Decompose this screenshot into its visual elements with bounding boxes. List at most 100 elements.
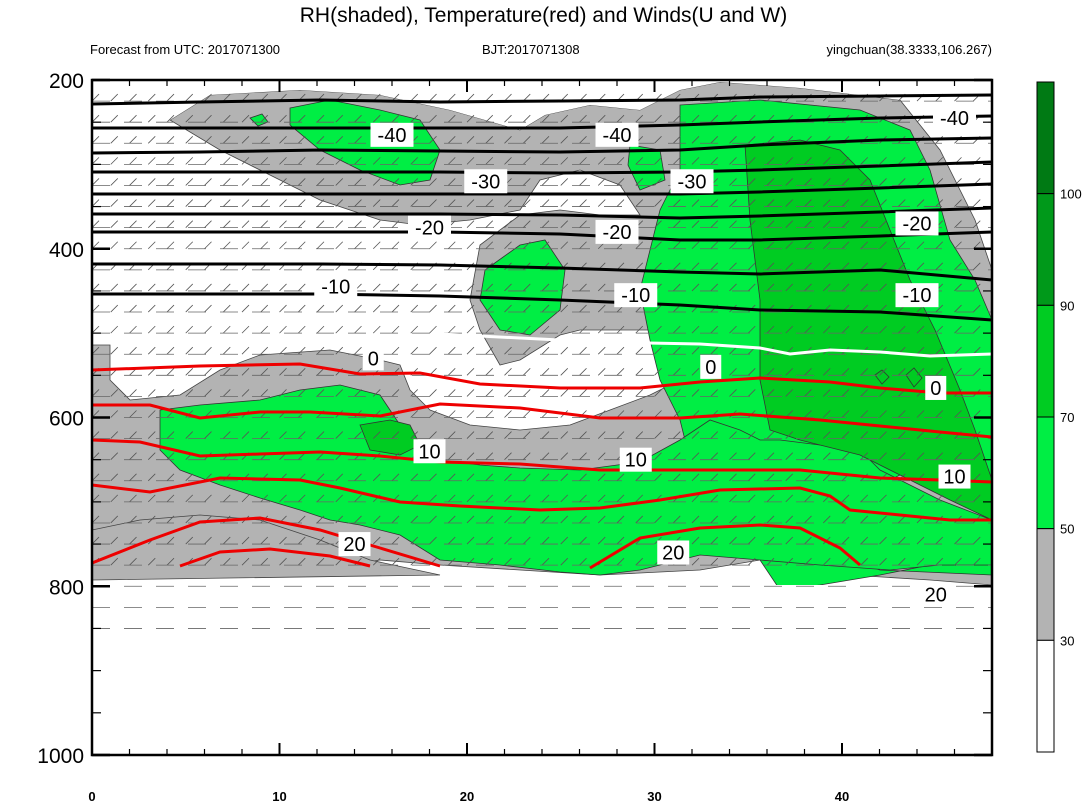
wind-barb	[897, 325, 906, 334]
wind-barb	[579, 494, 587, 503]
wind-barb	[166, 199, 175, 207]
wind-barb	[579, 473, 587, 482]
wind-barb	[129, 199, 137, 207]
wind-barb	[185, 304, 194, 313]
wind-barb	[335, 494, 344, 503]
wind-barb	[447, 304, 456, 313]
wind-barb	[466, 325, 475, 334]
wind-barb	[579, 557, 587, 566]
wind-barb	[616, 114, 625, 123]
wind-barb	[822, 389, 831, 397]
wind-barb	[541, 494, 550, 503]
wind-barb	[166, 431, 175, 439]
wind-barb	[429, 93, 437, 102]
wind-barb	[841, 283, 850, 292]
wind-barb	[316, 536, 325, 545]
wind-barb	[710, 473, 719, 482]
wind-barb	[129, 178, 137, 186]
wind-barb	[485, 220, 494, 228]
wind-barb	[222, 368, 231, 376]
valid-time-label: BJT:2017071308	[482, 42, 580, 57]
wind-barb	[504, 304, 512, 313]
wind-barb	[841, 557, 850, 566]
wind-barb	[185, 536, 194, 545]
wind-barb	[597, 199, 606, 207]
wind-barb	[391, 304, 400, 313]
wind-barb	[410, 283, 419, 292]
wind-barb	[954, 325, 962, 334]
wind-barb	[691, 241, 700, 250]
wind-barb	[747, 199, 756, 207]
wind-barb	[879, 515, 887, 524]
wind-barb	[297, 135, 306, 144]
wind-barb	[466, 368, 475, 376]
wind-barb	[260, 135, 269, 144]
wind-barb	[485, 304, 494, 313]
wind-barb	[579, 389, 587, 397]
wind-barb	[785, 557, 794, 566]
wind-barb	[560, 515, 569, 524]
wind-barb	[522, 220, 531, 228]
wind-barb	[954, 241, 962, 250]
wind-barb	[841, 515, 850, 524]
wind-barb	[804, 452, 812, 460]
isotherm-15	[92, 438, 992, 484]
wind-barb	[110, 304, 119, 313]
wind-barb	[316, 473, 325, 482]
wind-barb	[729, 346, 737, 355]
wind-barb	[579, 368, 587, 376]
contour-label: -40	[595, 122, 639, 147]
wind-barb	[110, 241, 119, 250]
wind-barb	[691, 536, 700, 545]
wind-barb	[785, 389, 794, 397]
wind-barb	[222, 114, 231, 123]
wind-barb	[204, 557, 212, 566]
wind-barb	[654, 346, 662, 355]
wind-barb	[954, 557, 962, 566]
wind-barb	[597, 452, 606, 460]
wind-barb	[147, 220, 156, 228]
wind-barb	[504, 557, 512, 566]
wind-barb	[522, 325, 531, 334]
wind-barb	[279, 389, 287, 397]
wind-barb	[222, 557, 231, 566]
wind-barb	[672, 135, 681, 144]
wind-barb	[972, 283, 981, 292]
wind-barb	[260, 241, 269, 250]
wind-barb	[672, 241, 681, 250]
wind-barb	[766, 368, 775, 376]
wind-barb	[522, 431, 531, 439]
wind-barb	[747, 157, 756, 165]
svg-text:-20: -20	[603, 222, 632, 244]
wind-barb	[147, 494, 156, 503]
wind-barb	[541, 199, 550, 207]
wind-barb	[410, 494, 419, 503]
wind-barb	[522, 536, 531, 545]
wind-barb	[822, 241, 831, 250]
wind-barb	[804, 368, 812, 376]
wind-barb	[204, 368, 212, 376]
wind-barb	[466, 557, 475, 566]
contour-label: 10	[938, 464, 971, 489]
wind-barb	[766, 494, 775, 503]
wind-barb	[447, 410, 456, 418]
wind-barb	[485, 157, 494, 165]
wind-barb	[335, 431, 344, 439]
x-tick-label: 30	[647, 789, 661, 804]
wind-barb	[935, 536, 944, 545]
wind-barb	[597, 346, 606, 355]
wind-barb	[316, 368, 325, 376]
wind-barb	[729, 452, 737, 460]
wind-barb	[391, 515, 400, 524]
wind-barb	[316, 220, 325, 228]
wind-barb	[560, 389, 569, 397]
wind-barb	[129, 536, 137, 545]
wind-barb	[729, 283, 737, 292]
wind-barb	[747, 473, 756, 482]
wind-barb	[935, 494, 944, 503]
colorbar-segment	[1036, 193, 1055, 306]
wind-barb	[391, 157, 400, 165]
wind-barb	[429, 431, 437, 439]
wind-barb	[935, 410, 944, 418]
wind-barb	[372, 389, 381, 397]
